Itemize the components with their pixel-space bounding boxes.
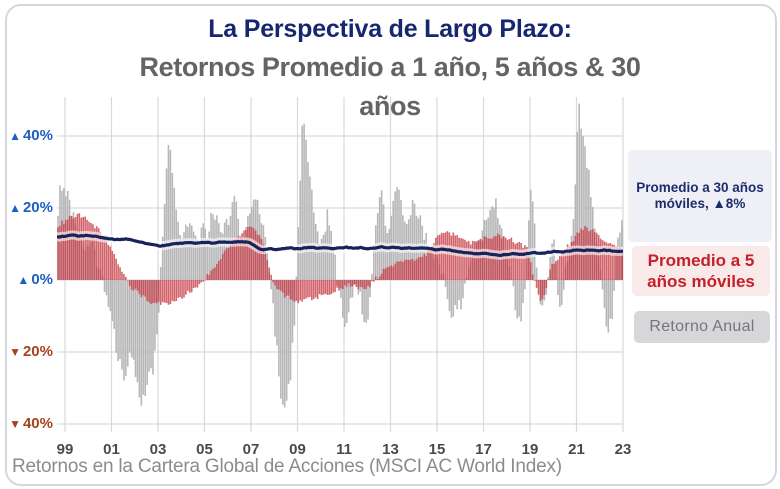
page-title: La Perspectiva de Largo Plazo: (208, 15, 572, 43)
legend-30-year-average: Promedio a 30 años móviles, ▲8% (628, 150, 772, 242)
y-axis-tick-text: 20% (22, 343, 53, 360)
five-year-average-area (57, 213, 623, 305)
page-subtitle-line2: años (359, 91, 421, 121)
y-axis-label: ▲ 20% (0, 199, 53, 217)
y-axis-tick-text: 0% (31, 271, 53, 288)
x-axis-label: 99 (56, 441, 74, 458)
x-axis-label: 15 (428, 441, 446, 458)
triangle-up-icon: ▲ (17, 273, 30, 287)
legend-5-year-average: Promedio a 5 años móviles (632, 246, 770, 296)
y-axis-tick-text: 40% (22, 415, 53, 432)
legend-annual-return: Retorno Anual (634, 311, 770, 343)
triangle-up-icon: ▲ (9, 201, 21, 215)
legend-30-year-line2: móviles, ▲8% (654, 196, 746, 211)
x-axis-label: 13 (382, 441, 399, 458)
y-axis-tick-text: 40% (22, 127, 53, 144)
triangle-down-icon: ▼ (9, 417, 21, 431)
chart-caption: Retornos en la Cartera Global de Accione… (12, 456, 562, 477)
x-axis-label: 21 (568, 441, 585, 458)
x-axis-label: 19 (521, 441, 539, 458)
page-subtitle-line1: Retornos Promedio a 1 año, 5 años & 30 (139, 52, 641, 82)
y-axis-label: ▼ 20% (0, 343, 53, 361)
legend-annual-label: Retorno Anual (649, 318, 755, 335)
x-axis-label: 09 (289, 441, 306, 458)
x-axis-label: 23 (614, 441, 632, 458)
thirty-year-average-line (57, 233, 623, 257)
legend-30-year-line1: Promedio a 30 años (636, 180, 764, 195)
triangle-down-icon: ▼ (9, 345, 21, 359)
legend-5-year-line2: años móviles (647, 272, 755, 291)
y-axis-label: ▼ 40% (0, 415, 53, 433)
y-axis-tick-text: 20% (22, 199, 53, 216)
triangle-up-icon: ▲ (9, 129, 21, 143)
x-axis-label: 17 (475, 441, 492, 458)
plot-area (57, 103, 623, 408)
x-axis-label: 01 (103, 441, 120, 458)
x-axis-label: 05 (196, 441, 213, 458)
x-axis-label: 11 (336, 441, 352, 458)
y-axis-label: ▲ 40% (0, 127, 53, 145)
x-axis-label: 07 (242, 441, 260, 458)
legend-5-year-line1: Promedio a 5 (647, 251, 755, 270)
x-axis-label: 03 (149, 441, 167, 458)
y-axis-label: ▲ 0% (0, 271, 53, 289)
